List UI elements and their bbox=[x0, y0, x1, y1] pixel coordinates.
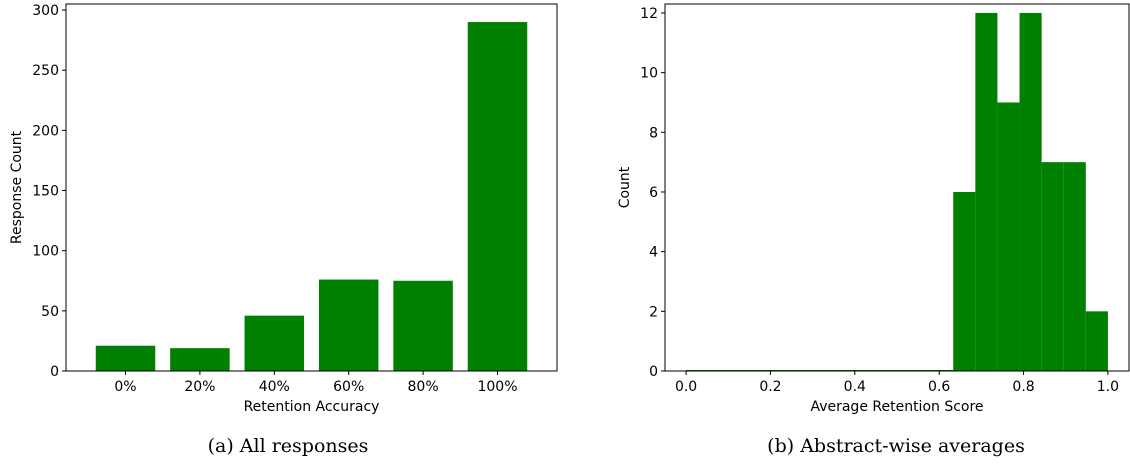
y-tick-label: 50 bbox=[41, 304, 59, 320]
y-tick-label: 0 bbox=[50, 364, 59, 380]
figure-caption: (b) Abstract-wise averages bbox=[767, 435, 1025, 457]
bar-1 bbox=[170, 348, 230, 371]
y-axis-label: Response Count bbox=[9, 130, 25, 244]
x-axis-label: Retention Accuracy bbox=[244, 399, 380, 415]
x-axis-label: Average Retention Score bbox=[810, 399, 983, 415]
x-tick-label: 100% bbox=[477, 379, 517, 395]
x-tick-label: 80% bbox=[408, 379, 439, 395]
x-tick-label: 0.8 bbox=[1012, 379, 1034, 395]
bar-0 bbox=[95, 345, 156, 371]
histogram-abstract-averages: 0 2 4 6 8 10 12 0.0 0.2 0.4 0.6 0.8 1.0 Average Reten… bbox=[617, 3, 1130, 457]
x-tick-label: 0.4 bbox=[844, 379, 866, 395]
bar-chart-all-responses: 0 50 100 150 200 250 300 0% 20% 40% 60% 80% 100% Rete… bbox=[9, 3, 558, 457]
chart-panel-a: 0 50 100 150 200 250 300 0% 20% 40% 60% 80% 100% Rete… bbox=[0, 0, 565, 462]
y-tick-label: 2 bbox=[649, 304, 658, 320]
x-tick-label: 0.2 bbox=[759, 379, 781, 395]
y-tick-label: 4 bbox=[649, 245, 658, 261]
y-tick-label: 300 bbox=[32, 3, 59, 19]
bar-4 bbox=[393, 280, 453, 371]
x-tick-label: 40% bbox=[259, 379, 290, 395]
y-axis-label: Count bbox=[617, 166, 633, 208]
y-tick-label: 200 bbox=[32, 123, 59, 139]
y-tick-label: 0 bbox=[649, 364, 658, 380]
x-tick-label: 60% bbox=[333, 379, 364, 395]
y-tick-label: 100 bbox=[32, 244, 59, 260]
y-tick-label: 12 bbox=[640, 6, 658, 22]
histogram-bin-3 bbox=[997, 102, 1020, 372]
x-tick-label: 0.6 bbox=[928, 379, 950, 395]
bar-5 bbox=[467, 22, 528, 371]
plot-frame bbox=[65, 3, 558, 372]
histogram-bin-2 bbox=[975, 12, 998, 371]
y-tick-label: 250 bbox=[32, 63, 59, 79]
x-tick-label: 20% bbox=[184, 379, 215, 395]
histogram-bin-7 bbox=[1085, 311, 1108, 371]
chart-panel-b: 0 2 4 6 8 10 12 0.0 0.2 0.4 0.6 0.8 1.0 Average Reten… bbox=[565, 0, 1130, 462]
figure-caption: (a) All responses bbox=[208, 435, 369, 457]
bar-3 bbox=[318, 279, 379, 371]
y-tick-label: 10 bbox=[640, 66, 658, 82]
x-tick-label: 0% bbox=[114, 379, 136, 395]
bar-2 bbox=[244, 315, 305, 371]
histogram-bin-4 bbox=[1019, 12, 1042, 371]
y-tick-label: 6 bbox=[649, 185, 658, 201]
histogram-bin-6 bbox=[1063, 162, 1086, 371]
x-tick-label: 1.0 bbox=[1097, 379, 1119, 395]
histogram-bin-5 bbox=[1041, 162, 1064, 371]
y-tick-label: 8 bbox=[649, 125, 658, 141]
x-tick-label: 0.0 bbox=[675, 379, 697, 395]
plot-frame bbox=[664, 3, 1130, 372]
histogram-bin-1 bbox=[953, 191, 976, 371]
y-tick-label: 150 bbox=[32, 184, 59, 200]
